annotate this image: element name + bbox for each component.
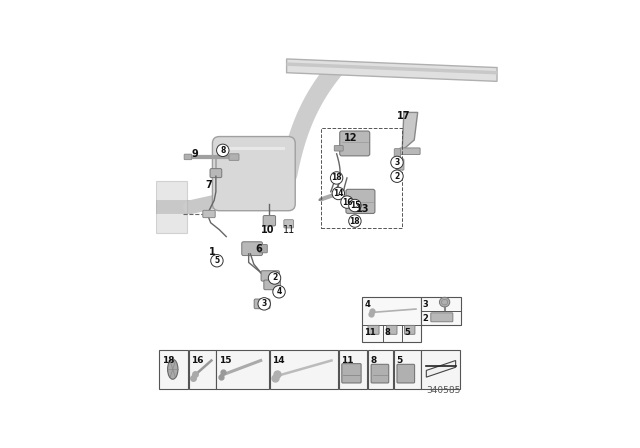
Text: 18: 18 xyxy=(162,356,174,365)
FancyBboxPatch shape xyxy=(259,245,268,253)
Text: 11: 11 xyxy=(364,328,376,337)
Circle shape xyxy=(391,156,403,168)
Ellipse shape xyxy=(440,297,450,307)
FancyBboxPatch shape xyxy=(342,364,361,383)
Text: 8: 8 xyxy=(371,356,377,365)
Text: 5: 5 xyxy=(214,256,220,265)
Polygon shape xyxy=(287,59,497,82)
FancyBboxPatch shape xyxy=(254,299,270,309)
Text: 13: 13 xyxy=(356,204,369,214)
Text: 15: 15 xyxy=(219,356,231,365)
Text: 11: 11 xyxy=(341,356,354,365)
Circle shape xyxy=(349,215,361,227)
Text: 5: 5 xyxy=(404,328,410,337)
FancyBboxPatch shape xyxy=(346,190,375,214)
Text: 18: 18 xyxy=(349,216,360,225)
FancyBboxPatch shape xyxy=(340,131,370,156)
FancyBboxPatch shape xyxy=(242,242,262,255)
Text: 16: 16 xyxy=(191,356,204,365)
FancyBboxPatch shape xyxy=(189,350,216,389)
FancyBboxPatch shape xyxy=(362,297,421,342)
Text: 12: 12 xyxy=(344,133,357,143)
FancyBboxPatch shape xyxy=(421,297,461,324)
Polygon shape xyxy=(156,181,187,233)
Text: 4: 4 xyxy=(276,287,282,296)
FancyBboxPatch shape xyxy=(394,350,420,389)
FancyBboxPatch shape xyxy=(368,325,379,334)
Text: 6: 6 xyxy=(255,244,262,254)
Text: 9: 9 xyxy=(192,149,198,159)
Text: 4: 4 xyxy=(364,301,370,310)
Polygon shape xyxy=(402,112,418,151)
Text: 17: 17 xyxy=(397,111,411,121)
FancyBboxPatch shape xyxy=(394,149,401,158)
Text: 2: 2 xyxy=(394,172,399,181)
FancyBboxPatch shape xyxy=(184,154,192,159)
FancyBboxPatch shape xyxy=(216,350,269,389)
Polygon shape xyxy=(426,361,456,377)
Ellipse shape xyxy=(168,359,178,379)
Text: 3: 3 xyxy=(394,158,399,167)
FancyBboxPatch shape xyxy=(212,137,295,211)
Circle shape xyxy=(258,297,270,310)
FancyBboxPatch shape xyxy=(159,350,188,389)
Text: 5: 5 xyxy=(396,356,403,365)
FancyBboxPatch shape xyxy=(334,146,343,151)
Text: 340585: 340585 xyxy=(426,386,461,395)
Text: 1: 1 xyxy=(209,247,216,257)
Text: 16: 16 xyxy=(342,198,352,207)
FancyBboxPatch shape xyxy=(210,168,221,177)
Text: 14: 14 xyxy=(333,189,344,198)
FancyBboxPatch shape xyxy=(284,220,294,228)
FancyBboxPatch shape xyxy=(368,350,393,389)
FancyBboxPatch shape xyxy=(269,350,338,389)
Text: 8: 8 xyxy=(385,328,390,337)
FancyBboxPatch shape xyxy=(396,159,404,170)
FancyBboxPatch shape xyxy=(203,211,215,218)
FancyBboxPatch shape xyxy=(339,350,367,389)
FancyBboxPatch shape xyxy=(261,271,280,281)
Text: 3: 3 xyxy=(262,299,267,308)
Circle shape xyxy=(391,170,403,182)
Text: 15: 15 xyxy=(349,201,360,210)
Circle shape xyxy=(211,254,223,267)
Text: 18: 18 xyxy=(332,173,342,182)
FancyBboxPatch shape xyxy=(404,325,415,334)
Text: 2: 2 xyxy=(272,273,277,283)
Polygon shape xyxy=(223,147,285,151)
Text: 2: 2 xyxy=(423,314,429,323)
Circle shape xyxy=(273,285,285,298)
Circle shape xyxy=(349,199,361,212)
Circle shape xyxy=(268,272,281,284)
Text: 3: 3 xyxy=(423,301,429,310)
FancyBboxPatch shape xyxy=(400,148,420,155)
FancyBboxPatch shape xyxy=(387,325,397,334)
Text: 14: 14 xyxy=(272,356,285,365)
Text: 8: 8 xyxy=(220,146,225,155)
Text: 10: 10 xyxy=(261,225,275,235)
FancyBboxPatch shape xyxy=(397,364,415,383)
FancyBboxPatch shape xyxy=(431,313,453,322)
Polygon shape xyxy=(287,62,497,74)
FancyBboxPatch shape xyxy=(263,215,276,226)
FancyBboxPatch shape xyxy=(229,154,239,160)
FancyBboxPatch shape xyxy=(422,350,460,389)
Circle shape xyxy=(216,144,229,156)
Circle shape xyxy=(332,187,344,200)
Circle shape xyxy=(330,172,343,184)
FancyBboxPatch shape xyxy=(264,280,280,290)
FancyBboxPatch shape xyxy=(371,364,388,383)
Text: 7: 7 xyxy=(205,180,212,190)
Circle shape xyxy=(340,196,353,208)
Text: 11: 11 xyxy=(284,225,296,235)
